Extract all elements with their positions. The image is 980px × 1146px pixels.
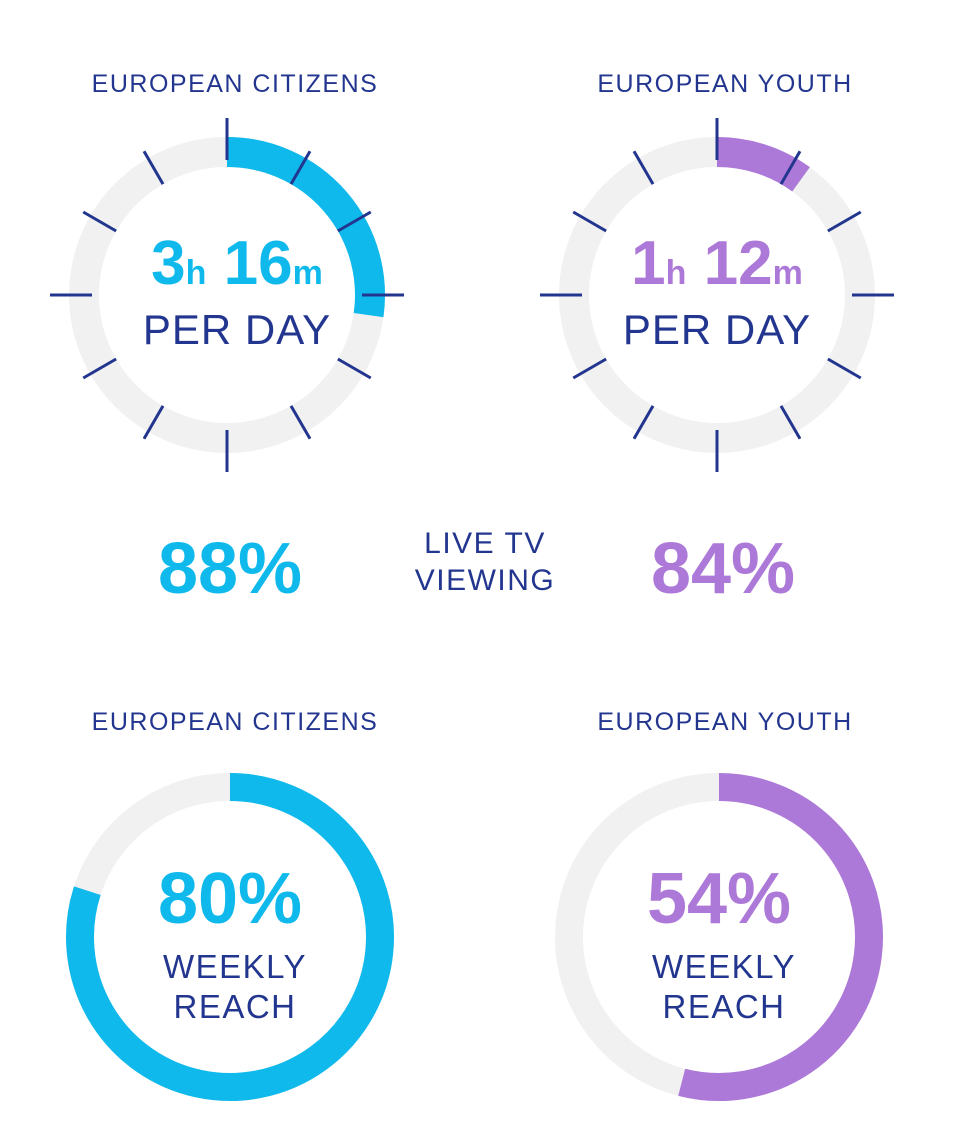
youth-weekly-reach-value: 54% [646, 859, 792, 939]
reach-progress-arc [66, 773, 394, 1101]
clock-tick-2 [337, 210, 372, 233]
citizens-weekly-reach-ring [66, 773, 394, 1101]
clock-tick-5 [779, 405, 802, 440]
clock-tick-8 [572, 357, 607, 380]
live-citizens-value: 88% [157, 529, 303, 609]
youth-hours: 1 [631, 229, 666, 298]
citizens-minutes: 16 [223, 229, 293, 298]
clock-tick-7 [142, 405, 165, 440]
youth-weekly-reach-ring [555, 773, 883, 1101]
youth-per-day: PER DAY [622, 306, 812, 353]
clock-tick-1 [289, 150, 312, 185]
clock-tick-4 [337, 357, 372, 380]
youth-minutes: 12 [703, 229, 773, 298]
bottom-citizens-label: EUROPEAN CITIZENS [91, 708, 379, 736]
youth-daily-time: 1h 12m [547, 228, 887, 299]
clock-tick-7 [632, 405, 655, 440]
clock-tick-5 [289, 405, 312, 440]
top-youth-label: EUROPEAN YOUTH [597, 70, 853, 98]
youth-weekly-caption-line2: REACH [662, 988, 786, 1025]
youth-daily-time-clock [540, 118, 894, 472]
clock-tick-1 [779, 150, 802, 185]
clock-tick-11 [142, 150, 165, 185]
citizens-hours: 3 [151, 229, 186, 298]
reach-progress-arc [678, 773, 883, 1101]
clock-tick-8 [82, 357, 117, 380]
clock-tick-10 [572, 210, 607, 233]
live-youth-value: 84% [650, 529, 796, 609]
clock-tick-10 [82, 210, 117, 233]
clock-ticks [540, 118, 894, 472]
top-citizens-label: EUROPEAN CITIZENS [91, 70, 379, 98]
citizens-daily-time-clock [50, 118, 404, 472]
citizens-per-day: PER DAY [142, 306, 332, 353]
youth-minute-unit: m [772, 254, 803, 292]
bottom-youth-label: EUROPEAN YOUTH [597, 708, 853, 736]
clock-tick-4 [827, 357, 862, 380]
clock-progress-arc [226, 137, 385, 318]
youth-weekly-caption-line1: WEEKLY [651, 948, 797, 985]
live-tv-caption-line1: LIVE TV [424, 527, 546, 560]
citizens-daily-time: 3h 16m [57, 228, 417, 299]
clock-tick-11 [632, 150, 655, 185]
citizens-weekly-caption-line1: WEEKLY [162, 948, 308, 985]
citizens-hour-unit: h [185, 254, 207, 292]
citizens-weekly-reach-value: 80% [157, 859, 303, 939]
live-tv-caption-line2: VIEWING [414, 564, 556, 597]
citizens-weekly-caption-line2: REACH [173, 988, 297, 1025]
clock-ticks [50, 118, 404, 472]
citizens-minute-unit: m [292, 254, 323, 292]
youth-hour-unit: h [665, 254, 687, 292]
clock-tick-2 [827, 210, 862, 233]
clock-progress-arc [716, 137, 810, 192]
